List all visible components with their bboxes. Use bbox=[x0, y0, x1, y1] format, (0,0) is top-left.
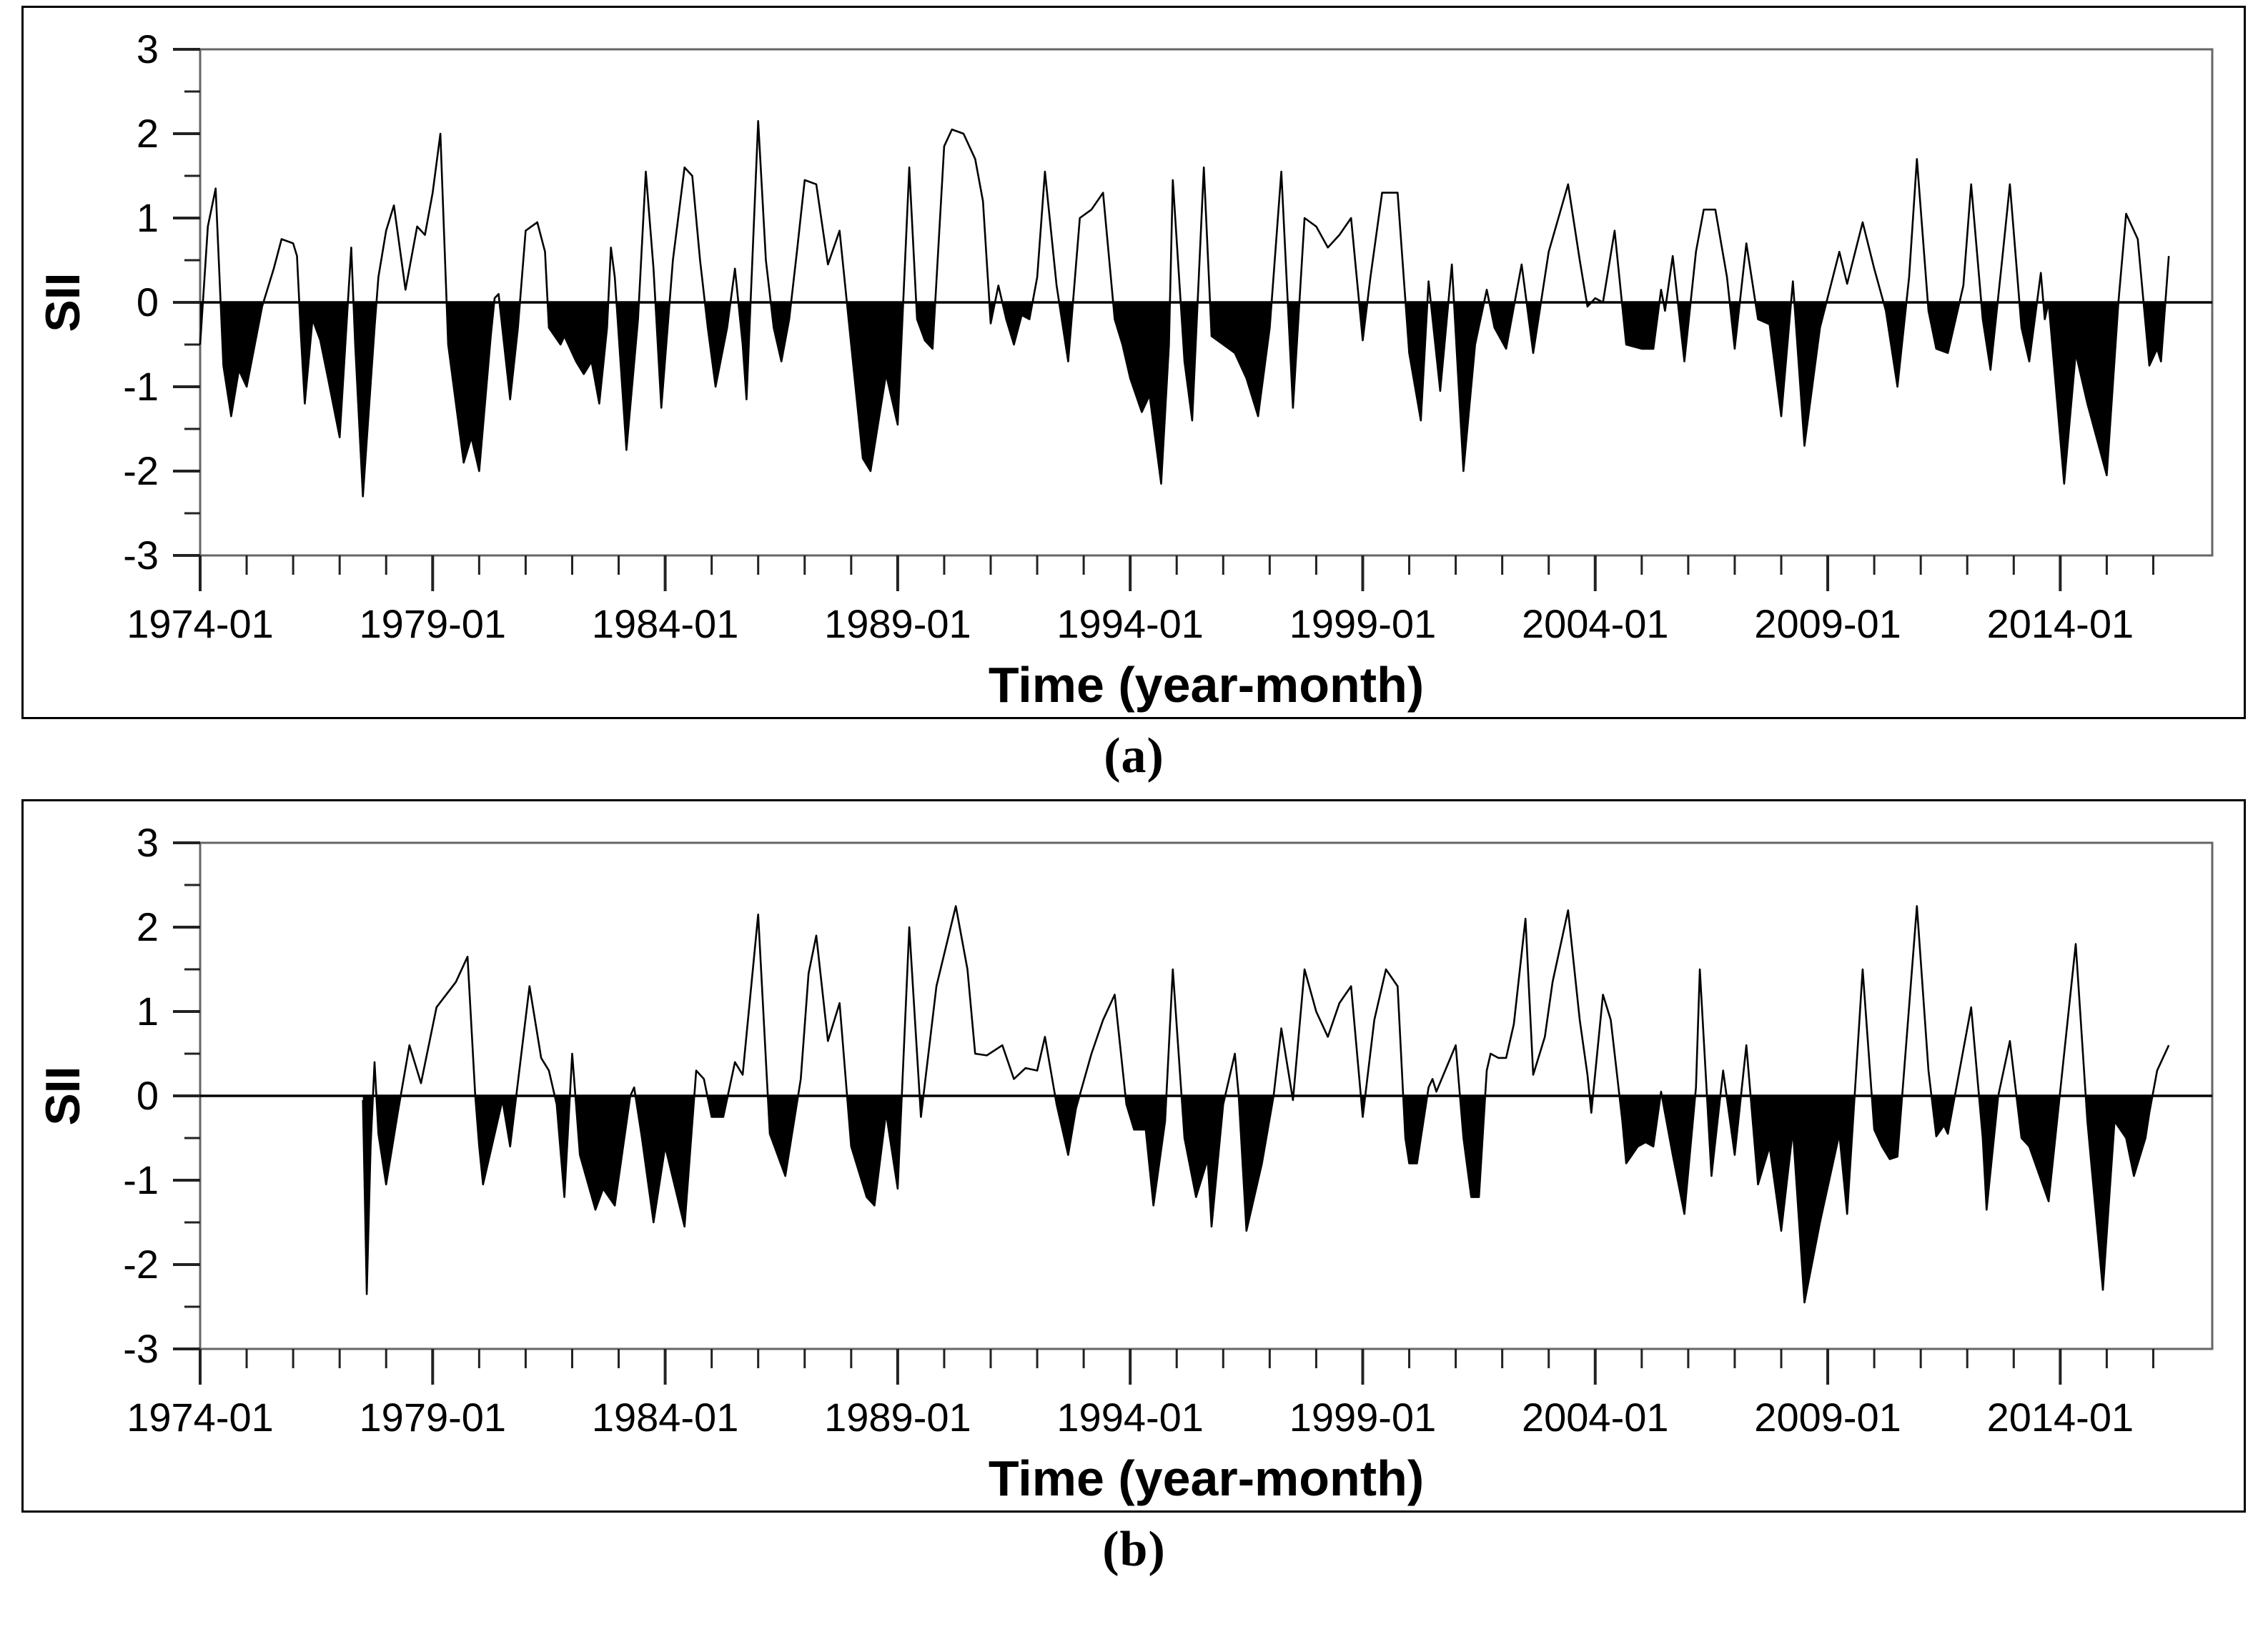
negative-area-fill bbox=[200, 302, 2169, 497]
x-tick-label: 1994-01 bbox=[1056, 601, 1204, 646]
y-tick-label: 1 bbox=[137, 989, 159, 1034]
x-tick-label: 1989-01 bbox=[824, 1395, 971, 1440]
negative-area-fill bbox=[362, 1096, 2169, 1303]
x-tick-label: 1984-01 bbox=[592, 601, 739, 646]
y-tick-label: 0 bbox=[137, 280, 159, 325]
chart-a-plot: 3 2 1 0 -1 -2 -3 1974-01 1979-01 1984-01 1989-01 19… bbox=[36, 26, 2214, 713]
y-tick-label: 3 bbox=[137, 26, 159, 71]
x-tick-label: 1979-01 bbox=[360, 601, 507, 646]
x-tick-label: 1994-01 bbox=[1056, 1395, 1204, 1440]
y-tick-label: -3 bbox=[123, 1326, 159, 1371]
y-tick-label: -1 bbox=[123, 364, 159, 409]
x-tick-label: 1989-01 bbox=[824, 601, 971, 646]
y-tick-label: -2 bbox=[123, 448, 159, 493]
sii-series-line bbox=[362, 905, 2170, 1304]
panel-caption-b: (b) bbox=[1102, 1522, 1166, 1577]
sii-series-line bbox=[199, 120, 2170, 498]
chart-panel-a: 3 2 1 0 -1 -2 -3 1974-01 1979-01 1984-01 1989-01 19… bbox=[21, 6, 2246, 719]
x-tick-label: 2009-01 bbox=[1754, 601, 1901, 646]
x-tick-label: 2004-01 bbox=[1522, 1395, 1669, 1440]
y-axis-title: SII bbox=[36, 1066, 90, 1125]
y-tick-label: 2 bbox=[137, 111, 159, 156]
x-tick-label: 1974-01 bbox=[127, 1395, 274, 1440]
chart-panel-b: 3 2 1 0 -1 -2 -3 1974-01 1979-01 1984-01 1989-01 19… bbox=[21, 799, 2246, 1513]
x-axis-title: Time (year-month) bbox=[989, 657, 1424, 713]
y-tick-label: 1 bbox=[137, 195, 159, 240]
y-tick-label: -3 bbox=[123, 533, 159, 578]
x-tick-label: 2004-01 bbox=[1522, 601, 1669, 646]
y-tick-label: 3 bbox=[137, 820, 159, 865]
x-axis-title: Time (year-month) bbox=[989, 1450, 1424, 1506]
x-tick-label: 1979-01 bbox=[360, 1395, 507, 1440]
y-tick-label: 0 bbox=[137, 1073, 159, 1118]
y-axis-title: SII bbox=[36, 272, 90, 332]
y-tick-label: 2 bbox=[137, 904, 159, 949]
x-tick-label: 1974-01 bbox=[127, 601, 274, 646]
x-tick-label: 1999-01 bbox=[1289, 1395, 1437, 1440]
x-tick-label: 1984-01 bbox=[592, 1395, 739, 1440]
y-tick-label: -1 bbox=[123, 1157, 159, 1202]
y-tick-label: -2 bbox=[123, 1242, 159, 1287]
panel-caption-a: (a) bbox=[1104, 728, 1164, 783]
chart-b-plot: 3 2 1 0 -1 -2 -3 1974-01 1979-01 1984-01 1989-01 19… bbox=[36, 820, 2214, 1506]
x-tick-label: 2014-01 bbox=[1987, 1395, 2134, 1440]
x-tick-label: 1999-01 bbox=[1289, 601, 1437, 646]
x-tick-label: 2014-01 bbox=[1987, 601, 2134, 646]
x-tick-label: 2009-01 bbox=[1754, 1395, 1901, 1440]
